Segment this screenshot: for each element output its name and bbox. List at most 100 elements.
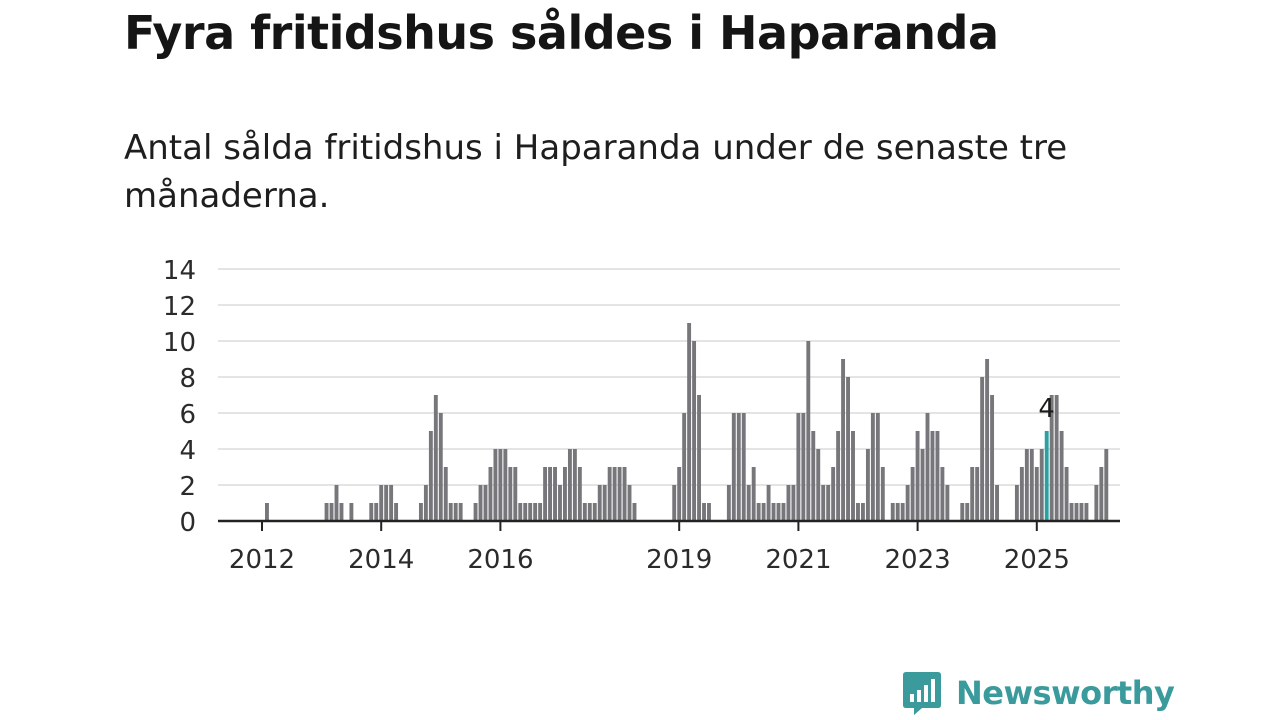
bar	[816, 449, 821, 521]
bar	[831, 467, 836, 521]
bar	[940, 467, 945, 521]
bar	[1019, 467, 1024, 521]
bar	[369, 503, 374, 521]
bar	[453, 503, 458, 521]
bar	[875, 413, 880, 521]
bar	[870, 413, 875, 521]
bar	[523, 503, 528, 521]
bar	[597, 485, 602, 521]
bar	[1054, 395, 1059, 521]
bar-series	[265, 323, 1109, 521]
bar	[692, 341, 697, 521]
bar	[582, 503, 587, 521]
y-axis-ticks: 0 2 4 6 8 10 12 14	[163, 256, 196, 538]
x-tick-label: 2019	[646, 545, 712, 575]
bar	[756, 503, 761, 521]
bar	[726, 485, 731, 521]
bar	[493, 449, 498, 521]
bar	[607, 467, 612, 521]
bar	[682, 413, 687, 521]
bar	[920, 449, 925, 521]
bar	[741, 413, 746, 521]
bar	[548, 467, 553, 521]
bar	[865, 449, 870, 521]
bar	[766, 485, 771, 521]
y-tick-label: 12	[163, 292, 196, 322]
chart-title: Fyra fritidshus såldes i Haparanda	[124, 6, 999, 60]
bar	[572, 449, 577, 521]
bar	[771, 503, 776, 521]
bar	[975, 467, 980, 521]
bar	[617, 467, 622, 521]
bar	[890, 503, 895, 521]
bar	[1049, 395, 1054, 521]
brand-name: Newsworthy	[956, 674, 1175, 712]
bar	[577, 467, 582, 521]
bar	[622, 467, 627, 521]
bar	[394, 503, 399, 521]
bar	[448, 503, 453, 521]
newsworthy-logo[interactable]: Newsworthy	[902, 670, 1175, 716]
bar-chart: 0 2 4 6 8 10 12 14 2012 2014 2016 2019 2021 2023 2025…	[163, 256, 1120, 575]
bar	[384, 485, 389, 521]
bar	[1099, 467, 1104, 521]
bar	[374, 503, 379, 521]
bar	[418, 503, 423, 521]
x-tick-label: 2025	[1004, 545, 1070, 575]
bar	[945, 485, 950, 521]
bar-highlight	[1044, 431, 1049, 521]
bar	[602, 485, 607, 521]
bar	[895, 503, 900, 521]
bar	[349, 503, 354, 521]
y-tick-label: 4	[179, 436, 196, 466]
bar	[736, 413, 741, 521]
bar	[1104, 449, 1109, 521]
bar	[915, 431, 920, 521]
bar	[334, 485, 339, 521]
bar	[587, 503, 592, 521]
y-tick-label: 10	[163, 328, 196, 358]
bar	[985, 359, 990, 521]
bar	[761, 503, 766, 521]
bar	[960, 503, 965, 521]
bar	[806, 341, 811, 521]
bar	[379, 485, 384, 521]
bar	[592, 503, 597, 521]
x-tick-label: 2014	[348, 545, 414, 575]
bar	[746, 485, 751, 521]
bar	[841, 359, 846, 521]
bar	[687, 323, 692, 521]
bar	[265, 503, 269, 521]
bar	[1014, 485, 1019, 521]
bar	[508, 467, 513, 521]
bar	[791, 485, 796, 521]
bar	[1059, 431, 1064, 521]
bar	[905, 485, 910, 521]
bar	[796, 413, 801, 521]
bar	[801, 413, 806, 521]
bar	[781, 503, 786, 521]
bar	[846, 377, 850, 521]
newsworthy-logo-icon	[903, 672, 941, 715]
bar	[1094, 485, 1099, 521]
bar	[731, 413, 736, 521]
bar	[707, 503, 711, 521]
bar	[980, 377, 985, 521]
bar	[925, 413, 930, 521]
bar	[776, 503, 781, 521]
bar	[970, 467, 975, 521]
data-labels: 4	[1038, 394, 1055, 424]
x-axis: 2012 2014 2016 2019 2021 2023 2025	[218, 519, 1120, 575]
bar	[786, 485, 791, 521]
bar	[458, 503, 463, 521]
gridlines	[218, 268, 1120, 486]
bar	[558, 485, 562, 521]
bar	[488, 467, 493, 521]
chart-subtitle: Antal sålda fritidshus i Haparanda under…	[124, 128, 1068, 216]
bar	[697, 395, 701, 521]
bar	[1039, 449, 1044, 521]
bar	[632, 503, 637, 521]
bar	[553, 467, 557, 521]
bar	[423, 485, 428, 521]
bar	[339, 503, 344, 521]
